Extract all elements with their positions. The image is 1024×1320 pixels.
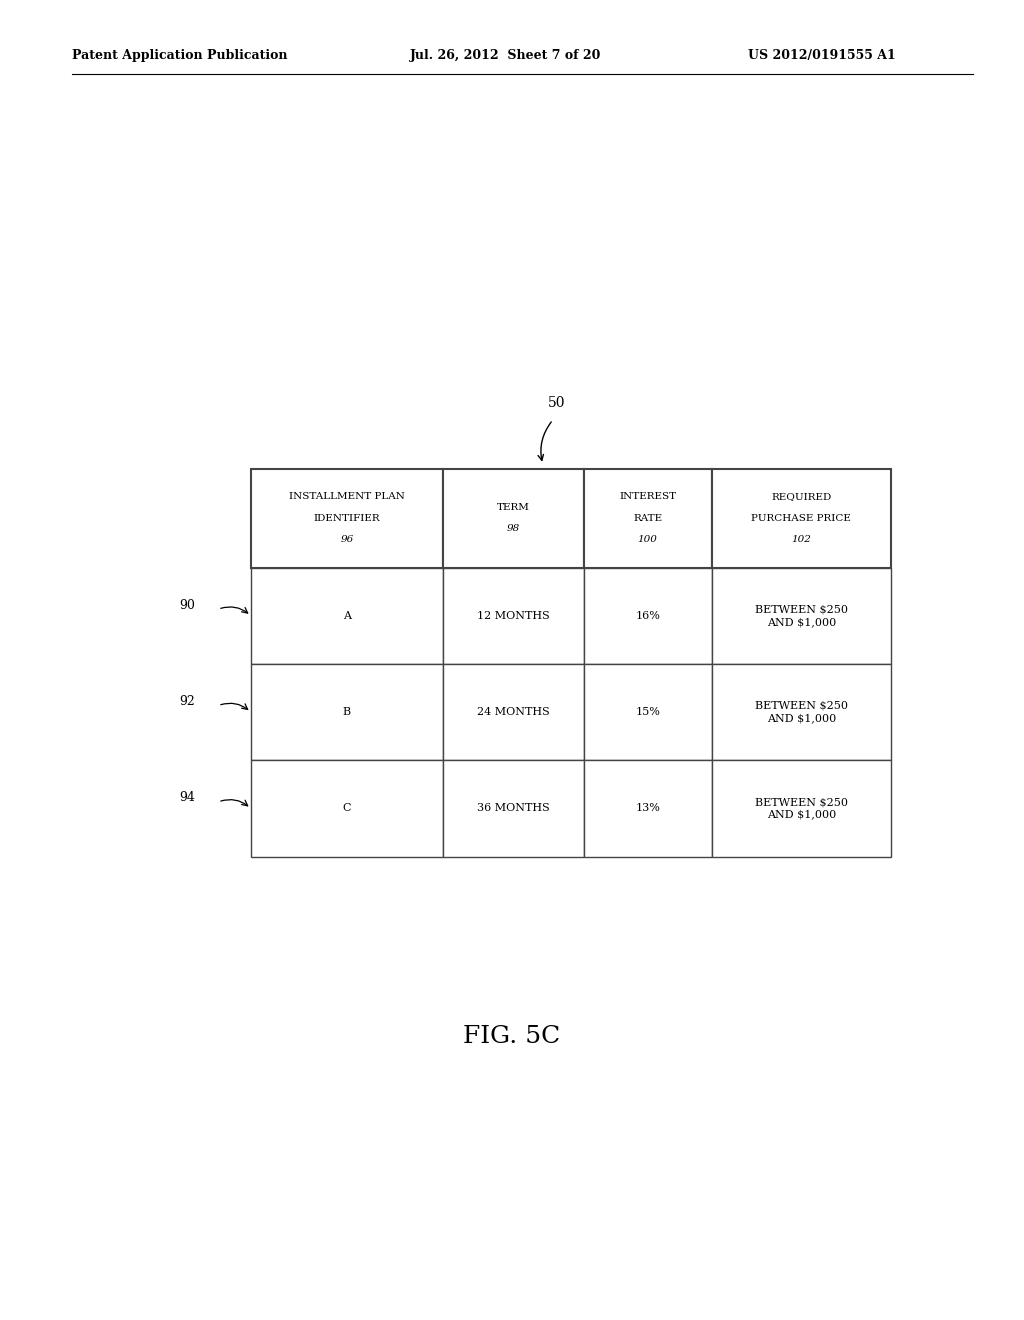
Text: 15%: 15% bbox=[635, 708, 660, 717]
Bar bbox=[251, 664, 442, 760]
Text: REQUIRED: REQUIRED bbox=[771, 492, 831, 502]
Bar bbox=[251, 469, 442, 568]
Text: INTEREST: INTEREST bbox=[620, 492, 676, 502]
Text: 16%: 16% bbox=[635, 611, 660, 620]
Text: 12 MONTHS: 12 MONTHS bbox=[477, 611, 550, 620]
Bar bbox=[712, 568, 891, 664]
Bar bbox=[442, 664, 584, 760]
Bar bbox=[712, 664, 891, 760]
Text: 94: 94 bbox=[179, 792, 196, 804]
Text: BETWEEN $250
AND $1,000: BETWEEN $250 AND $1,000 bbox=[755, 605, 848, 627]
Text: RATE: RATE bbox=[633, 513, 663, 523]
Bar bbox=[712, 760, 891, 857]
Text: PURCHASE PRICE: PURCHASE PRICE bbox=[752, 513, 851, 523]
Text: 102: 102 bbox=[792, 535, 811, 544]
Bar bbox=[584, 469, 712, 568]
Text: Jul. 26, 2012  Sheet 7 of 20: Jul. 26, 2012 Sheet 7 of 20 bbox=[410, 49, 601, 62]
Text: 50: 50 bbox=[548, 396, 565, 409]
Bar bbox=[251, 568, 442, 664]
Text: BETWEEN $250
AND $1,000: BETWEEN $250 AND $1,000 bbox=[755, 797, 848, 820]
Text: TERM: TERM bbox=[497, 503, 529, 512]
Text: 96: 96 bbox=[340, 535, 353, 544]
Text: INSTALLMENT PLAN: INSTALLMENT PLAN bbox=[289, 492, 404, 502]
Text: 36 MONTHS: 36 MONTHS bbox=[477, 804, 550, 813]
Bar bbox=[584, 664, 712, 760]
Text: B: B bbox=[343, 708, 351, 717]
Text: 13%: 13% bbox=[635, 804, 660, 813]
Text: 92: 92 bbox=[179, 696, 195, 708]
Bar bbox=[584, 760, 712, 857]
Text: BETWEEN $250
AND $1,000: BETWEEN $250 AND $1,000 bbox=[755, 701, 848, 723]
Text: 100: 100 bbox=[638, 535, 657, 544]
Text: Patent Application Publication: Patent Application Publication bbox=[72, 49, 287, 62]
Bar bbox=[442, 469, 584, 568]
Bar bbox=[442, 568, 584, 664]
Bar bbox=[712, 469, 891, 568]
Text: A: A bbox=[343, 611, 351, 620]
Text: 24 MONTHS: 24 MONTHS bbox=[477, 708, 550, 717]
Text: C: C bbox=[343, 804, 351, 813]
Bar bbox=[442, 760, 584, 857]
Text: 98: 98 bbox=[507, 524, 520, 533]
Text: US 2012/0191555 A1: US 2012/0191555 A1 bbox=[748, 49, 895, 62]
Bar bbox=[251, 760, 442, 857]
Text: 90: 90 bbox=[179, 599, 196, 611]
Text: FIG. 5C: FIG. 5C bbox=[464, 1024, 560, 1048]
Bar bbox=[584, 568, 712, 664]
Text: IDENTIFIER: IDENTIFIER bbox=[313, 513, 380, 523]
